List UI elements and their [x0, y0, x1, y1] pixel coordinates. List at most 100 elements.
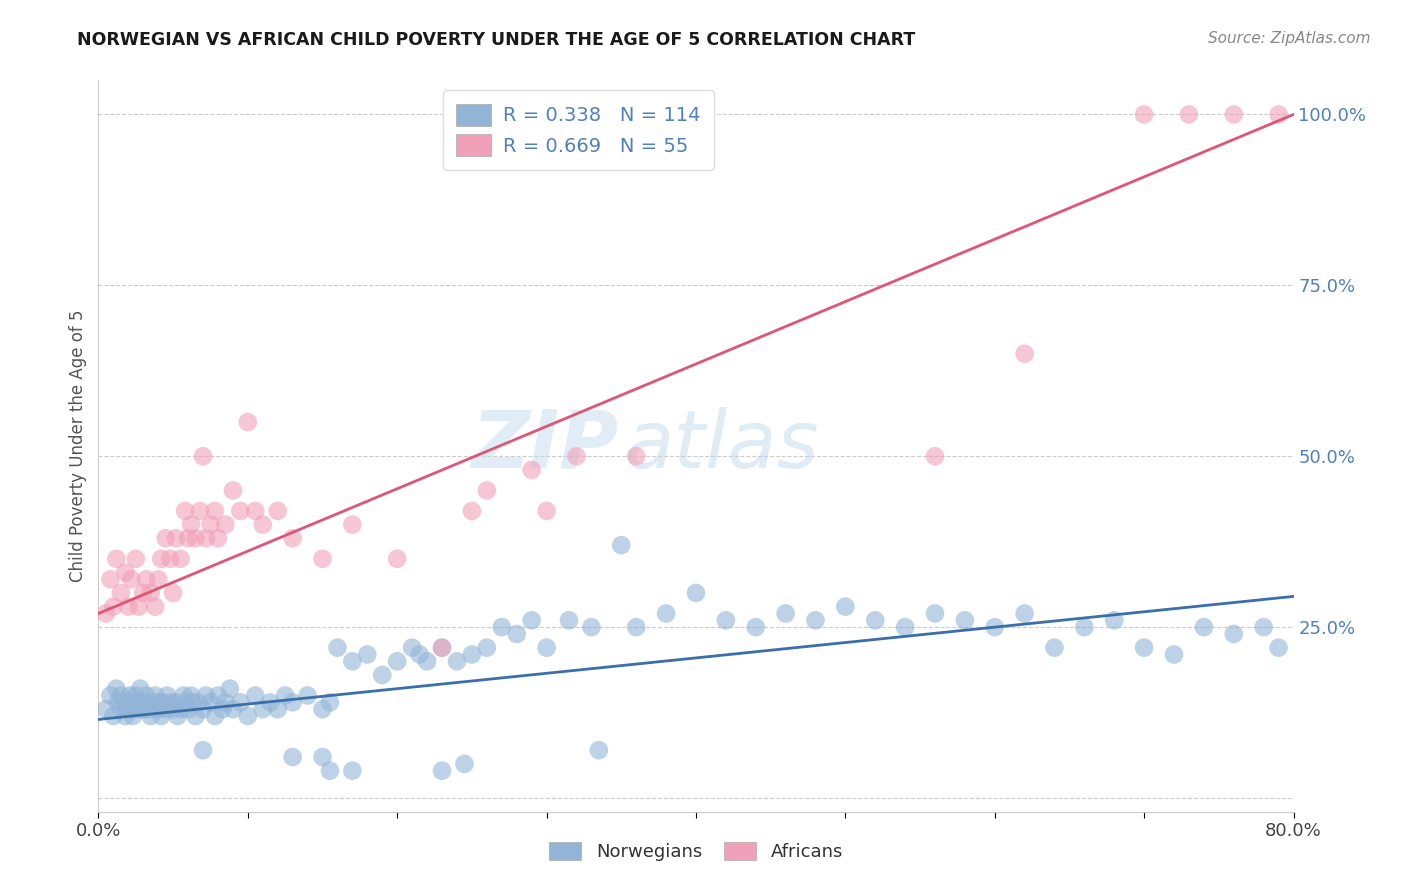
Point [229, 695, 252, 709]
Point [156, 689, 179, 703]
Point [520, 463, 543, 477]
Point [141, 695, 163, 709]
Point [222, 702, 245, 716]
Point [124, 695, 146, 709]
Text: ZIP: ZIP [471, 407, 619, 485]
Point [128, 599, 150, 614]
Point [1014, 607, 1036, 621]
Point [177, 531, 200, 545]
Point [1267, 107, 1289, 121]
Point [626, 620, 648, 634]
Point [118, 689, 141, 703]
Point [416, 654, 439, 668]
Point [924, 607, 946, 621]
Point [326, 640, 349, 655]
Point [430, 640, 453, 655]
Point [214, 517, 236, 532]
Point [155, 531, 177, 545]
Point [461, 648, 484, 662]
Point [1178, 107, 1201, 121]
Point [311, 551, 333, 566]
Point [475, 483, 498, 498]
Point [214, 695, 236, 709]
Point [120, 702, 142, 716]
Point [267, 504, 290, 518]
Point [94, 607, 117, 621]
Point [1267, 640, 1289, 655]
Point [342, 517, 364, 532]
Point [1133, 640, 1156, 655]
Point [195, 531, 218, 545]
Point [506, 627, 529, 641]
Point [143, 689, 166, 703]
Point [211, 702, 233, 716]
Point [430, 764, 453, 778]
Point [356, 648, 378, 662]
Point [200, 695, 222, 709]
Point [311, 750, 333, 764]
Point [342, 654, 364, 668]
Point [610, 538, 633, 552]
Point [1014, 347, 1036, 361]
Point [98, 572, 122, 586]
Point [558, 613, 581, 627]
Point [184, 709, 207, 723]
Point [865, 613, 887, 627]
Point [165, 695, 187, 709]
Point [685, 586, 707, 600]
Point [536, 640, 558, 655]
Point [222, 483, 245, 498]
Point [245, 504, 267, 518]
Point [166, 709, 188, 723]
Point [430, 640, 453, 655]
Point [128, 695, 150, 709]
Point [446, 654, 468, 668]
Point [132, 695, 155, 709]
Point [401, 640, 423, 655]
Point [139, 586, 162, 600]
Point [655, 607, 678, 621]
Point [152, 695, 174, 709]
Point [274, 689, 297, 703]
Point [834, 599, 856, 614]
Point [984, 620, 1007, 634]
Point [195, 689, 218, 703]
Point [117, 695, 139, 709]
Point [491, 620, 513, 634]
Point [894, 620, 917, 634]
Point [180, 517, 202, 532]
Point [1104, 613, 1126, 627]
Point [385, 551, 409, 566]
Point [191, 702, 214, 716]
Point [207, 531, 229, 545]
Point [588, 743, 610, 757]
Point [1192, 620, 1215, 634]
Point [745, 620, 768, 634]
Point [155, 702, 177, 716]
Point [120, 572, 142, 586]
Point [252, 702, 274, 716]
Point [1223, 107, 1246, 121]
Point [132, 586, 155, 600]
Point [181, 695, 204, 709]
Point [98, 689, 122, 703]
Point [94, 702, 117, 716]
Point [1073, 620, 1095, 634]
Point [143, 599, 166, 614]
Point [132, 702, 155, 716]
Point [135, 689, 157, 703]
Point [1253, 620, 1275, 634]
Point [110, 586, 132, 600]
Point [775, 607, 797, 621]
Point [219, 681, 242, 696]
Point [177, 702, 200, 716]
Point [110, 702, 132, 716]
Point [236, 709, 259, 723]
Point [204, 504, 226, 518]
Point [180, 689, 202, 703]
Point [924, 449, 946, 463]
Point [200, 517, 222, 532]
Text: Source: ZipAtlas.com: Source: ZipAtlas.com [1208, 31, 1371, 46]
Point [281, 531, 304, 545]
Point [581, 620, 603, 634]
